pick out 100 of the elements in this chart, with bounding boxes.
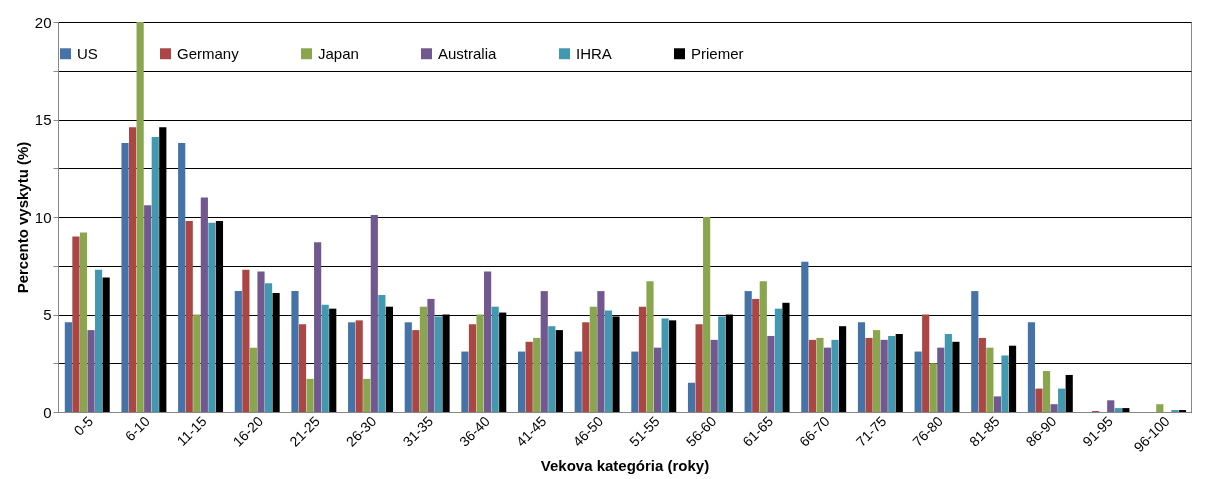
bar: [348, 322, 356, 412]
bar: [888, 335, 896, 412]
bar: [1035, 388, 1043, 412]
bar: [914, 351, 922, 412]
bar: [831, 339, 839, 412]
bar: [929, 363, 937, 412]
bar: [129, 127, 137, 412]
bar: [774, 308, 782, 412]
bar: [525, 341, 533, 412]
legend-label: Australia: [438, 44, 498, 62]
bar: [1050, 404, 1058, 412]
legend-label: Germany: [177, 44, 240, 62]
bar: [857, 322, 866, 412]
bar: [95, 269, 103, 412]
bar: [87, 330, 95, 412]
y-tick-label: 20: [34, 13, 52, 31]
legend-label: IHRA: [576, 44, 612, 62]
legend-label: Japan: [318, 44, 359, 62]
bar: [291, 291, 299, 412]
bar: [264, 283, 273, 412]
bar: [427, 298, 435, 412]
bar: [412, 330, 420, 412]
bar: [144, 205, 152, 412]
bar: [468, 324, 477, 412]
bar: [136, 22, 144, 412]
bar: [744, 291, 752, 412]
bar: [759, 281, 767, 412]
bar: [1107, 400, 1115, 412]
bar: [597, 291, 605, 412]
bar: [922, 314, 930, 412]
bar: [370, 215, 378, 412]
bar: [185, 220, 193, 412]
bar: [1001, 355, 1009, 412]
y-tick-label: 15: [34, 111, 52, 128]
bar: [1122, 408, 1130, 412]
bar: [419, 306, 427, 412]
bar: [986, 347, 994, 412]
bar: [944, 334, 952, 412]
bar: [79, 232, 88, 412]
bar: [646, 281, 654, 412]
x-axis-title: Vekova kategória (roky): [540, 457, 710, 475]
bar: [314, 242, 322, 412]
bar: [703, 217, 711, 412]
bar: [257, 271, 265, 412]
bar: [151, 137, 159, 412]
bar: [718, 316, 726, 412]
bar: [434, 316, 443, 412]
bar: [306, 378, 314, 412]
bar: [1156, 404, 1164, 412]
bar: [208, 222, 216, 412]
x-tick-label: 0-5: [70, 412, 97, 439]
bar: [631, 351, 639, 412]
bar: [476, 314, 484, 412]
y-tick-label: 5: [43, 306, 52, 323]
bar: [355, 320, 363, 412]
bar: [873, 330, 881, 412]
bar: [710, 339, 718, 412]
bar: [801, 261, 809, 412]
bar: [574, 351, 582, 412]
bar: [1027, 322, 1036, 412]
bar: [808, 339, 816, 412]
bar: [816, 337, 824, 412]
bar: [242, 269, 250, 412]
bar: [378, 295, 386, 412]
bar: [363, 378, 371, 412]
bar: [548, 326, 556, 412]
bar: [533, 337, 541, 412]
bar: [178, 142, 186, 412]
bar: [971, 291, 979, 412]
y-tick-label: 10: [34, 208, 52, 226]
bar: [518, 351, 526, 412]
bar: [1065, 374, 1073, 412]
bar: [404, 322, 412, 412]
bar: [121, 142, 129, 412]
bar: [461, 351, 469, 412]
bar: [200, 197, 208, 412]
bar: [1114, 408, 1122, 412]
bar: [752, 298, 760, 412]
bar: [540, 291, 548, 412]
bar: [484, 271, 492, 412]
bar: [64, 322, 72, 412]
bar: [72, 236, 80, 412]
bar: [321, 304, 329, 412]
bar: [978, 337, 986, 412]
bar: [695, 324, 703, 412]
bar: [491, 306, 499, 412]
legend-label: Priemer: [691, 44, 744, 62]
bar: [993, 396, 1002, 412]
bar: [661, 318, 669, 412]
bar: [638, 306, 647, 412]
bar: [823, 347, 832, 412]
bar: [604, 310, 613, 412]
y-axis-title: Percento vyskytu (%): [13, 141, 31, 294]
bar: [298, 324, 307, 412]
bar: [653, 347, 662, 412]
bar: [582, 322, 590, 412]
bar: [234, 291, 242, 412]
bar: [880, 339, 888, 412]
bar: [249, 347, 258, 412]
bar: [865, 337, 873, 412]
